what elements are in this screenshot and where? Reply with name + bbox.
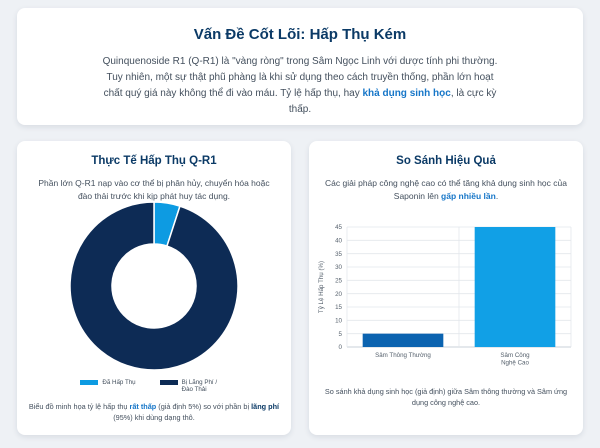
- y-tick-label: 25: [335, 278, 342, 285]
- y-tick-label: 35: [335, 251, 342, 258]
- intro-text-pre: Quinquenoside R1 (Q-R1) là "vàng ròng" t…: [102, 56, 498, 99]
- legend-item-wasted[interactable]: Bị Lãng Phí / Đào Thải: [159, 379, 228, 393]
- comparison-card-subtitle: Các giải pháp công nghệ cao có thể tăng …: [325, 177, 567, 203]
- x-tick-label: Sâm Công: [500, 352, 530, 359]
- y-tick-label: 20: [335, 291, 342, 298]
- bar-high-tech[interactable]: [474, 227, 556, 347]
- y-tick-label: 0: [339, 344, 343, 351]
- donut-chart: [69, 201, 239, 371]
- absorption-card-footer: Biểu đồ minh họa tỷ lệ hấp thụ rất thấp …: [27, 401, 281, 423]
- legend-label-wasted: Bị Lãng Phí / Đào Thải: [181, 379, 218, 393]
- donut-legend: Đã Hấp Thụ Bị Lãng Phí / Đào Thải: [17, 379, 291, 393]
- legend-swatch-wasted: [159, 380, 178, 385]
- comparison-card: So Sánh Hiệu Quả Các giải pháp công nghệ…: [309, 141, 583, 435]
- footer-mid: (giả định 5%) so với phần bị: [156, 402, 252, 411]
- y-tick-label: 5: [339, 331, 343, 338]
- x-tick-label: Sâm Thông Thường: [375, 352, 431, 359]
- x-tick-label: Nghệ Cao: [501, 360, 529, 367]
- legend-swatch-absorbed: [80, 380, 99, 385]
- legend-item-absorbed[interactable]: Đã Hấp Thụ: [80, 379, 136, 393]
- page-title: Vấn Đề Cốt Lõi: Hấp Thụ Kém: [193, 26, 407, 43]
- intro-card: Vấn Đề Cốt Lõi: Hấp Thụ Kém Quinquenosid…: [17, 8, 583, 125]
- y-tick-label: 15: [335, 304, 342, 311]
- footer-highlight-low: rất thấp: [129, 402, 157, 411]
- intro-text: Quinquenoside R1 (Q-R1) là "vàng ròng" t…: [97, 54, 503, 118]
- bar-chart: Tỷ Lệ Hấp Thụ (%) 0 5 10 15 20 25 30 35 40 45 Sâm T…: [318, 224, 572, 367]
- bar-conventional[interactable]: [362, 333, 444, 347]
- footer-post: (95%) khi dùng dạng thô.: [113, 413, 195, 422]
- donut-slice-wasted[interactable]: [69, 201, 239, 371]
- absorption-card-subtitle: Phần lớn Q-R1 nạp vào cơ thể bị phân hủy…: [38, 178, 270, 201]
- footer-pre: Biểu đồ minh họa tỷ lệ hấp thụ: [28, 402, 130, 411]
- absorption-card-title: Thực Tế Hấp Thụ Q-R1: [91, 155, 217, 167]
- legend-label-absorbed: Đã Hấp Thụ: [102, 379, 136, 386]
- footer-highlight-waste: lãng phí: [251, 402, 280, 411]
- comparison-sub-highlight: gấp nhiều lần: [441, 191, 496, 201]
- absorption-card: Thực Tế Hấp Thụ Q-R1 Phần lớn Q-R1 nạp v…: [17, 141, 291, 435]
- y-tick-label: 45: [335, 224, 342, 231]
- y-tick-label: 40: [335, 238, 342, 245]
- y-axis-label: Tỷ Lệ Hấp Thụ (%): [318, 261, 325, 313]
- comparison-card-title: So Sánh Hiệu Quả: [396, 155, 496, 167]
- y-tick-label: 10: [335, 318, 342, 325]
- intro-text-post: , là cực kỳ thấp.: [288, 88, 497, 115]
- comparison-card-footer: So sánh khả dụng sinh học (giả định) giữ…: [324, 387, 568, 407]
- y-tick-label: 30: [335, 264, 342, 271]
- comparison-sub-pre: Các giải pháp công nghệ cao có thể tăng …: [325, 178, 567, 201]
- intro-text-highlight: khả dụng sinh học: [362, 88, 451, 99]
- comparison-sub-post: .: [495, 191, 499, 201]
